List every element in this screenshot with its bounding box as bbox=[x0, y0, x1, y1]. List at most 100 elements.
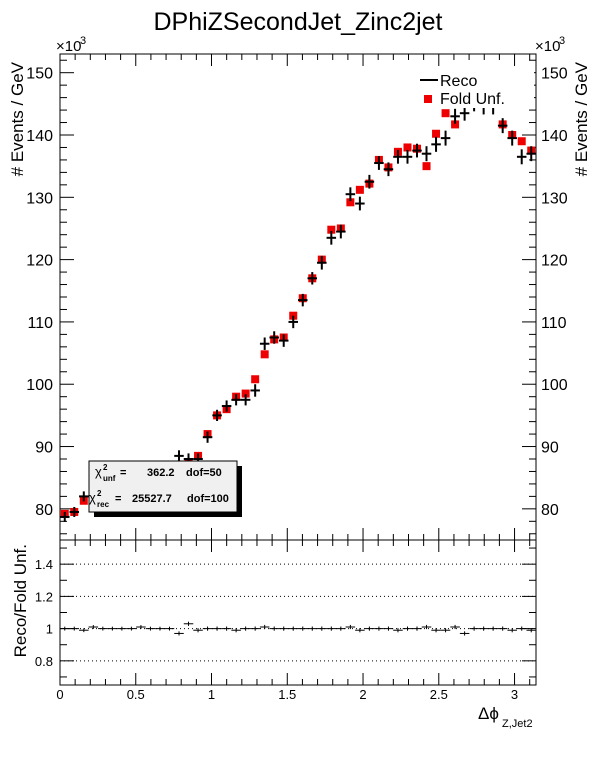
ratio-point bbox=[126, 626, 137, 631]
reco-point bbox=[59, 511, 70, 522]
ratio-y-tick-labels: 0.8 1 1.2 1.4 bbox=[35, 557, 53, 669]
reco-point bbox=[297, 293, 308, 307]
fold-unf-point bbox=[441, 109, 450, 118]
main-y-tick-labels-left: 80 90 100 110 120 130 140 150 bbox=[26, 66, 53, 519]
ratio-y-tick-label: 1.2 bbox=[35, 589, 53, 604]
ratio-point bbox=[117, 626, 127, 631]
y-exponent-left: ×10 3 bbox=[56, 35, 86, 55]
x-tick-label: 1 bbox=[208, 687, 215, 702]
fold-unf-point bbox=[451, 120, 460, 129]
ratio-point bbox=[269, 626, 279, 631]
ratio-point bbox=[278, 626, 289, 631]
ratio-point bbox=[202, 626, 213, 631]
reco-point bbox=[393, 149, 403, 164]
ratio-point bbox=[259, 624, 270, 630]
stats-row-unf: χ 2 unf = 362.2 dof=50 bbox=[95, 463, 222, 483]
ratio-point bbox=[507, 628, 517, 633]
ratio-point bbox=[155, 626, 165, 631]
ratio-point bbox=[59, 626, 70, 631]
fold-unf-point bbox=[517, 137, 526, 146]
reco-point bbox=[212, 409, 222, 421]
y-axis-label-right: # Events / GeV bbox=[572, 61, 591, 176]
chi2-unf-dof: dof=50 bbox=[186, 467, 222, 479]
fold-unf-point bbox=[251, 375, 260, 384]
ratio-point bbox=[79, 628, 89, 633]
x-tick-label: 1.5 bbox=[278, 687, 296, 702]
ratio-point bbox=[145, 626, 156, 631]
ratio-point bbox=[88, 625, 99, 629]
legend-fold-label: Fold Unf. bbox=[440, 91, 505, 108]
stats-row-rec: χ 2 rec = 25527.7 dof=100 bbox=[89, 489, 229, 509]
reco-point bbox=[231, 394, 241, 406]
fold-unf-point bbox=[241, 389, 250, 398]
x-tick-label: 0 bbox=[56, 687, 63, 702]
reco-series bbox=[59, 96, 537, 522]
y-exponent-left-base: ×10 bbox=[56, 38, 81, 55]
ratio-point bbox=[450, 624, 460, 630]
chi2-rec-value: 25527.7 bbox=[132, 493, 172, 505]
chi2-stats-box: χ 2 unf = 362.2 dof=50 χ 2 rec = 25527.7… bbox=[88, 460, 242, 517]
legend-background bbox=[416, 68, 534, 108]
reco-point bbox=[288, 315, 299, 329]
legend: Reco Fold Unf. bbox=[416, 68, 534, 108]
reco-point bbox=[336, 224, 346, 239]
ratio-point bbox=[136, 625, 146, 629]
ratio-plot-frame bbox=[59, 539, 537, 686]
reco-point bbox=[259, 337, 270, 350]
reco-point bbox=[69, 506, 80, 517]
ratio-y-tick-label: 0.8 bbox=[35, 654, 53, 669]
y-tick-label-right: 100 bbox=[541, 377, 568, 394]
fold-unf-point bbox=[346, 198, 355, 207]
fold-unf-point bbox=[403, 143, 412, 152]
chi2-rec-sup: 2 bbox=[97, 489, 102, 498]
x-tick-label: 3 bbox=[511, 687, 518, 702]
chi2-rec-symbol: χ bbox=[89, 490, 96, 505]
reco-point bbox=[497, 118, 508, 134]
ratio-point bbox=[164, 626, 175, 631]
y-exponent-right: ×10 3 bbox=[535, 35, 565, 55]
ratio-point bbox=[469, 626, 479, 631]
reco-point bbox=[240, 394, 251, 406]
legend-reco-label: Reco bbox=[440, 73, 477, 90]
chi2-rec-equals: = bbox=[115, 493, 121, 505]
y-tick-label-right: 130 bbox=[541, 190, 568, 207]
ratio-point bbox=[231, 628, 241, 633]
reco-point bbox=[516, 149, 527, 165]
y-exponent-right-base: ×10 bbox=[535, 38, 560, 55]
y-tick-label-right: 110 bbox=[541, 315, 567, 332]
ratio-reference-lines bbox=[60, 563, 536, 662]
ratio-y-tick-label: 1 bbox=[46, 622, 53, 637]
y-tick-label-left: 120 bbox=[26, 253, 53, 270]
ratio-point bbox=[212, 626, 222, 631]
y-tick-label-left: 130 bbox=[26, 190, 53, 207]
y-tick-label-left: 150 bbox=[26, 66, 53, 83]
ratio-point bbox=[355, 628, 365, 633]
legend-fold-marker bbox=[424, 95, 432, 103]
ratio-point bbox=[478, 626, 489, 631]
ratio-point bbox=[364, 626, 375, 631]
reco-point bbox=[526, 146, 537, 162]
ratio-point bbox=[497, 626, 508, 631]
y-tick-label-right: 80 bbox=[541, 502, 559, 519]
ratio-point bbox=[297, 626, 308, 631]
y-exponent-left-power: 3 bbox=[80, 35, 86, 47]
ratio-point bbox=[402, 626, 413, 631]
ratio-point bbox=[459, 631, 470, 636]
chi2-rec-sub: rec bbox=[97, 500, 110, 509]
y-tick-label-right: 140 bbox=[541, 128, 568, 145]
ratio-point bbox=[345, 624, 356, 630]
ratio-point bbox=[174, 631, 184, 636]
reco-point bbox=[317, 255, 327, 270]
reco-point bbox=[383, 162, 394, 177]
ratio-point bbox=[250, 626, 260, 631]
ratio-point bbox=[393, 628, 403, 633]
ratio-point bbox=[221, 626, 232, 631]
reco-point bbox=[174, 450, 184, 462]
ratio-point bbox=[240, 626, 251, 631]
ratio-x-ticks bbox=[59, 540, 531, 685]
x-axis-label: Δϕ Z,Jet2 bbox=[478, 704, 533, 730]
reco-point bbox=[345, 187, 356, 202]
fold-unf-point bbox=[260, 350, 269, 359]
reco-point bbox=[507, 130, 517, 146]
